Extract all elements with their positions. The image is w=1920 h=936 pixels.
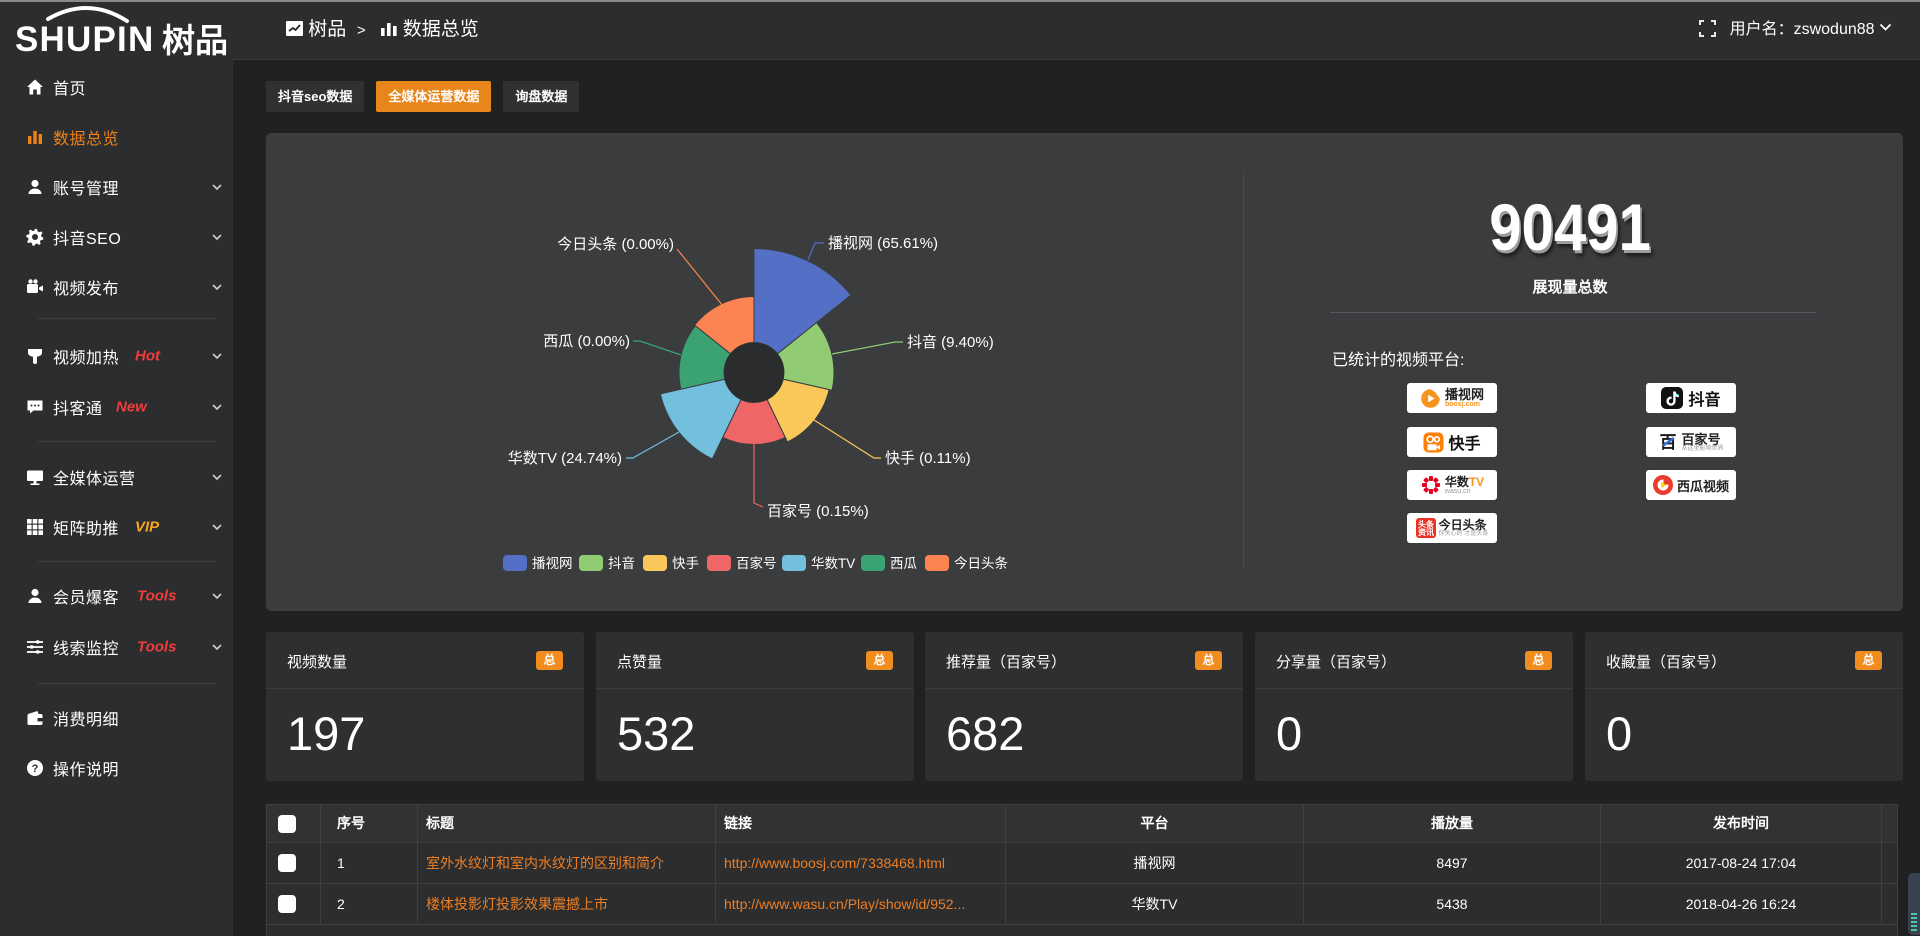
svg-text:抖音: 抖音 xyxy=(608,555,635,571)
svg-text:?: ? xyxy=(32,763,39,775)
svg-text:资讯: 资讯 xyxy=(1418,527,1434,537)
svg-text:头条: 头条 xyxy=(1418,519,1435,529)
svg-text:今日头条: 今日头条 xyxy=(954,555,1008,571)
svg-text:树品: 树品 xyxy=(162,22,228,59)
svg-text:百家号 (0.15%): 百家号 (0.15%) xyxy=(767,503,869,520)
svg-text:西瓜: 西瓜 xyxy=(890,556,918,571)
svg-text:播视网: 播视网 xyxy=(532,556,573,571)
svg-text:抖音 (9.40%): 抖音 (9.40%) xyxy=(907,334,994,351)
svg-text:快手: 快手 xyxy=(672,556,699,571)
svg-text:快手 (0.11%): 快手 (0.11%) xyxy=(885,450,971,467)
svg-text:西瓜 (0.00%): 西瓜 (0.00%) xyxy=(543,333,630,350)
svg-text:华数TV (24.74%): 华数TV (24.74%) xyxy=(508,450,622,467)
svg-text:今日头条 (0.00%): 今日头条 (0.00%) xyxy=(557,236,674,253)
svg-text:华数TV: 华数TV xyxy=(811,556,855,571)
svg-text:百家号: 百家号 xyxy=(736,555,777,571)
svg-text:SHUPIN: SHUPIN xyxy=(15,20,154,59)
svg-text:播视网 (65.61%): 播视网 (65.61%) xyxy=(828,235,938,252)
